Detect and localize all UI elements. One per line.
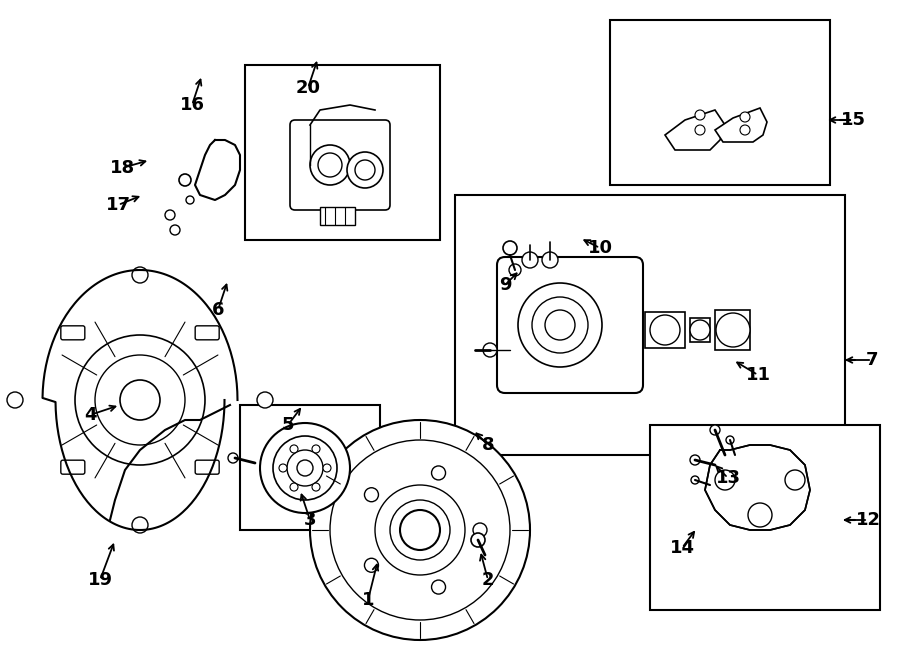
Circle shape (290, 483, 298, 491)
Text: 3: 3 (304, 511, 316, 529)
Circle shape (310, 420, 530, 640)
Circle shape (690, 320, 710, 340)
Circle shape (509, 264, 521, 276)
Text: 9: 9 (499, 276, 511, 294)
Circle shape (483, 343, 497, 357)
Circle shape (364, 488, 379, 502)
Bar (645, 312, 685, 348)
Circle shape (650, 315, 680, 345)
Circle shape (165, 210, 175, 220)
Circle shape (132, 267, 148, 283)
Circle shape (75, 335, 205, 465)
Circle shape (132, 517, 148, 533)
Circle shape (748, 503, 772, 527)
Circle shape (532, 297, 588, 353)
Text: 18: 18 (110, 159, 135, 177)
Circle shape (695, 125, 705, 135)
Text: 1: 1 (362, 591, 374, 609)
Circle shape (710, 425, 720, 435)
Circle shape (522, 252, 538, 268)
Text: 12: 12 (856, 511, 880, 529)
Circle shape (273, 436, 337, 500)
Circle shape (260, 423, 350, 513)
Circle shape (726, 436, 734, 444)
Bar (245, 65, 440, 240)
Text: 13: 13 (716, 469, 741, 487)
Circle shape (695, 110, 705, 120)
Text: 10: 10 (588, 239, 613, 257)
Circle shape (330, 440, 510, 620)
Polygon shape (715, 108, 767, 142)
Text: 4: 4 (84, 406, 96, 424)
Circle shape (715, 470, 735, 490)
Circle shape (297, 460, 313, 476)
FancyBboxPatch shape (61, 326, 85, 340)
Circle shape (290, 445, 298, 453)
Circle shape (390, 500, 450, 560)
Circle shape (7, 392, 23, 408)
Polygon shape (705, 445, 810, 530)
Circle shape (375, 485, 465, 575)
Circle shape (471, 533, 485, 547)
Bar (610, 20, 830, 185)
Circle shape (431, 580, 446, 594)
Bar (690, 318, 710, 342)
Text: 16: 16 (179, 96, 204, 114)
FancyBboxPatch shape (290, 120, 390, 210)
Text: 11: 11 (745, 366, 770, 384)
Circle shape (179, 174, 191, 186)
Circle shape (716, 313, 750, 347)
Text: 17: 17 (105, 196, 130, 214)
Circle shape (364, 558, 379, 572)
Circle shape (228, 453, 238, 463)
Text: 15: 15 (841, 111, 866, 129)
FancyBboxPatch shape (61, 460, 85, 474)
Text: 19: 19 (87, 571, 112, 589)
FancyBboxPatch shape (497, 257, 643, 393)
Circle shape (170, 225, 180, 235)
Circle shape (431, 466, 446, 480)
Circle shape (473, 523, 487, 537)
Text: 14: 14 (670, 539, 695, 557)
FancyBboxPatch shape (195, 326, 220, 340)
Circle shape (355, 160, 375, 180)
Bar (455, 195, 845, 455)
Circle shape (279, 464, 287, 472)
Bar (240, 405, 380, 530)
Circle shape (347, 152, 383, 188)
Bar (320, 207, 355, 225)
Circle shape (503, 241, 517, 255)
Circle shape (95, 355, 185, 445)
Circle shape (312, 483, 320, 491)
FancyBboxPatch shape (195, 460, 220, 474)
Circle shape (691, 476, 699, 484)
Circle shape (323, 464, 331, 472)
Text: 5: 5 (282, 416, 294, 434)
Circle shape (120, 380, 160, 420)
Text: 6: 6 (212, 301, 224, 319)
Text: 8: 8 (482, 436, 494, 454)
Circle shape (318, 153, 342, 177)
Circle shape (690, 455, 700, 465)
Circle shape (400, 510, 440, 550)
Circle shape (545, 310, 575, 340)
Circle shape (518, 283, 602, 367)
Circle shape (312, 445, 320, 453)
Circle shape (287, 450, 323, 486)
Bar (715, 310, 750, 350)
Bar (650, 425, 880, 610)
Circle shape (186, 196, 194, 204)
Text: 2: 2 (482, 571, 494, 589)
Circle shape (542, 252, 558, 268)
Circle shape (310, 145, 350, 185)
Circle shape (257, 392, 273, 408)
Circle shape (740, 112, 750, 122)
Text: 20: 20 (295, 79, 320, 97)
Polygon shape (665, 110, 725, 150)
Text: 7: 7 (866, 351, 878, 369)
Circle shape (740, 125, 750, 135)
Circle shape (785, 470, 805, 490)
